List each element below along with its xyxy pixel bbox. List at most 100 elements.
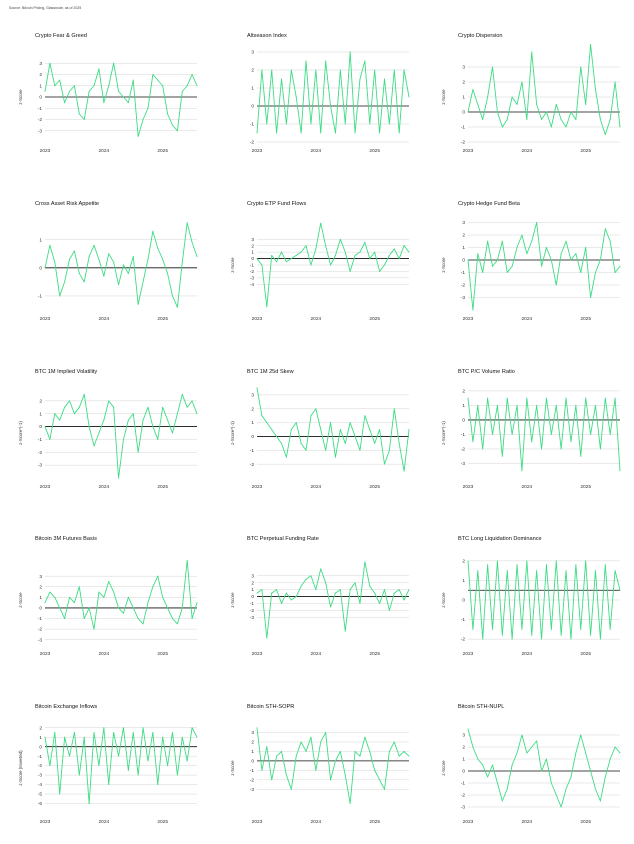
data-point (575, 253, 577, 255)
data-point (526, 560, 528, 562)
data-point (541, 638, 543, 640)
data-point (545, 397, 547, 399)
data-point (349, 803, 351, 805)
chart-title: Crypto Dispersion (458, 33, 502, 39)
data-point (142, 727, 144, 729)
data-point (83, 618, 85, 620)
data-point (118, 755, 120, 757)
data-point (167, 765, 169, 767)
data-point (132, 413, 134, 415)
data-point (300, 132, 302, 134)
data-point (142, 419, 144, 421)
data-point (300, 251, 302, 253)
data-point (344, 442, 346, 444)
y-tick-label: 2 (462, 389, 465, 395)
data-point (147, 406, 149, 408)
x-tick-label: 2025 (580, 148, 591, 154)
chart-title: BTC 1M Implied Volatility (35, 369, 97, 375)
y-tick-label: 3 (251, 50, 254, 56)
data-point (555, 794, 557, 796)
data-point (560, 253, 562, 255)
y-tick-label: -1 (38, 437, 43, 443)
data-point (295, 755, 297, 757)
data-point (167, 113, 169, 115)
data-point (171, 295, 173, 297)
data-point (122, 727, 124, 729)
data-point (147, 760, 149, 762)
data-point (196, 413, 198, 415)
data-point (575, 404, 577, 406)
y-tick-label: 0 (251, 758, 254, 764)
data-point (49, 438, 51, 440)
y-tick-label: 3 (251, 730, 254, 736)
data-point (325, 60, 327, 62)
data-point (44, 736, 46, 738)
data-point (516, 752, 518, 754)
data-point (78, 272, 80, 274)
data-point (545, 247, 547, 248)
data-point (536, 570, 538, 572)
data-point (73, 85, 75, 87)
data-point (305, 60, 307, 62)
y-axis-label: z-Score*(-1) (441, 421, 446, 445)
data-point (565, 126, 567, 128)
y-tick-label: 0 (251, 434, 254, 440)
y-tick-label: 1 (251, 587, 254, 593)
data-point (482, 448, 484, 450)
x-tick-label: 2024 (522, 316, 533, 322)
data-point (359, 602, 361, 604)
data-point (374, 442, 376, 444)
data-point (162, 85, 164, 87)
y-axis-label: z-Score (441, 89, 446, 105)
y-tick-label: 2 (462, 558, 465, 564)
data-point (44, 602, 46, 604)
data-point (492, 66, 494, 68)
data-point (536, 222, 538, 223)
data-point (383, 264, 385, 266)
series-line (44, 727, 198, 804)
data-point (487, 776, 489, 778)
data-point (379, 429, 381, 431)
data-point (320, 429, 322, 431)
data-point (171, 124, 173, 126)
data-point (369, 429, 371, 431)
data-point (403, 470, 405, 472)
y-tick-label: -4 (38, 782, 43, 788)
data-point (383, 788, 385, 790)
y-tick-label: -1 (250, 122, 255, 128)
data-point (604, 564, 606, 566)
data-point (580, 66, 582, 68)
y-tick-label: 1 (251, 420, 254, 426)
data-point (575, 752, 577, 754)
data-point (186, 760, 188, 762)
x-tick-label: 2025 (580, 819, 591, 825)
y-axis-label: z-Score (18, 592, 23, 608)
y-tick-label: -3 (250, 615, 255, 621)
data-point (349, 270, 351, 272)
data-point (565, 397, 567, 399)
y-tick-label: 3 (251, 573, 254, 579)
y-tick-label: 3 (462, 65, 465, 71)
y-tick-label: -3 (250, 787, 255, 793)
data-point (325, 582, 327, 584)
data-point (290, 258, 292, 260)
data-point (266, 123, 268, 125)
data-point (354, 254, 356, 256)
data-point (196, 85, 198, 87)
data-point (266, 306, 268, 308)
data-point (536, 404, 538, 406)
data-point (334, 760, 336, 762)
data-point (594, 404, 596, 406)
data-point (191, 618, 193, 620)
data-point (477, 253, 479, 255)
x-tick-label: 2025 (157, 819, 168, 825)
data-point (364, 242, 366, 243)
y-tick-label: -2 (250, 462, 255, 468)
data-point (555, 284, 557, 286)
data-point (103, 727, 105, 729)
data-point (181, 736, 183, 738)
data-point (181, 607, 183, 609)
data-point (609, 758, 611, 760)
data-point (472, 309, 474, 311)
chart-title: Altseason Index (247, 33, 287, 39)
